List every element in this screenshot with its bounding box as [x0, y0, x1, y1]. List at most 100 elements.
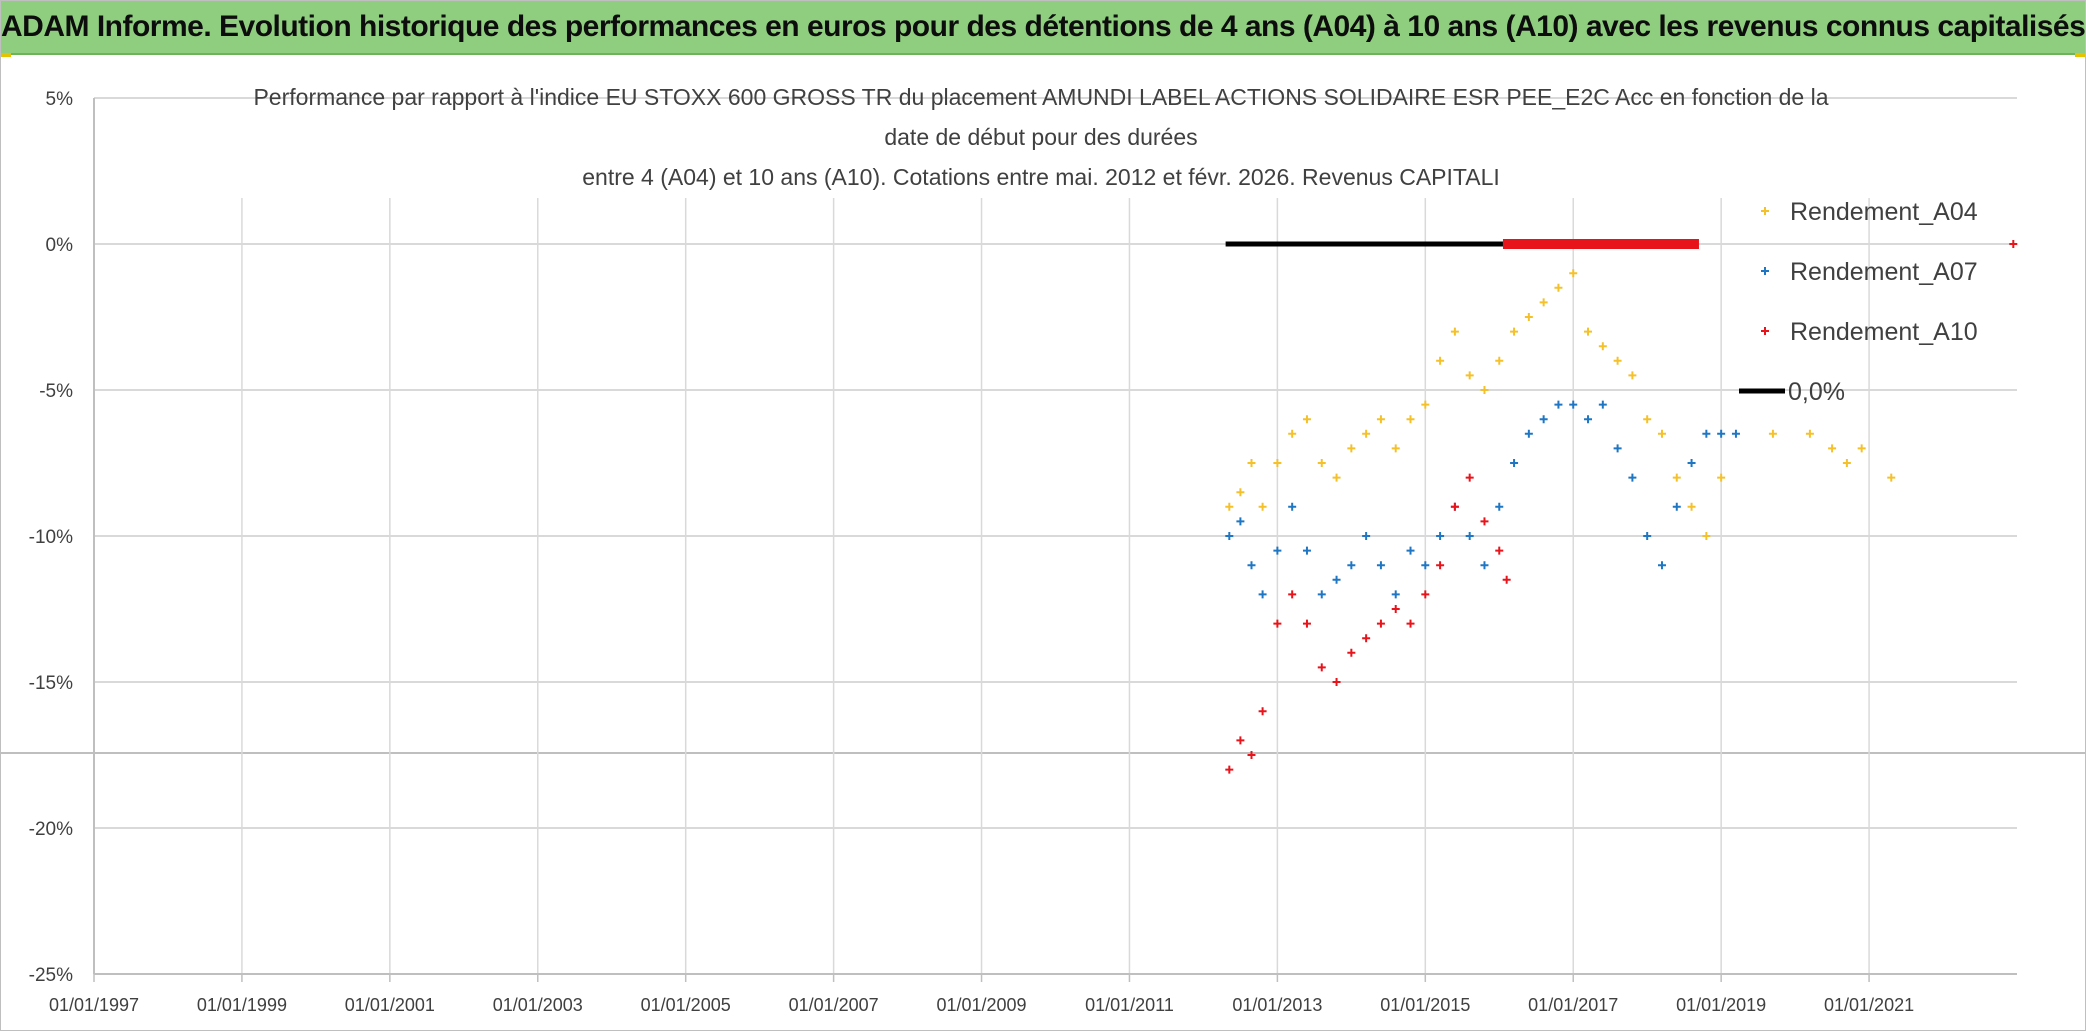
a10-point — [1376, 619, 1385, 628]
a04-point — [1828, 444, 1837, 453]
a10-point — [1236, 736, 1245, 745]
a07-point — [1480, 561, 1489, 570]
a07-point — [1495, 502, 1504, 511]
a10-point — [1480, 517, 1489, 526]
x-tick-label: 01/01/2007 — [789, 995, 879, 1015]
a04-point — [1347, 444, 1356, 453]
a04-point — [1406, 415, 1415, 424]
a10-point — [1273, 619, 1282, 628]
a07-point — [1554, 400, 1563, 409]
a10-point — [1465, 473, 1474, 482]
a07-point — [1687, 459, 1696, 467]
x-tick-label: 01/01/2003 — [493, 995, 583, 1015]
legend-label: 0,0% — [1788, 378, 1845, 406]
legend-marker — [1761, 327, 1769, 335]
a04-point — [1317, 459, 1326, 467]
a07-point — [1702, 429, 1711, 438]
a04-point — [1421, 400, 1430, 409]
a04-point — [1247, 459, 1256, 467]
a04-point — [1236, 488, 1245, 497]
a10-point — [2009, 240, 2018, 248]
y-tick-label: -15% — [29, 673, 73, 694]
a04-point — [1436, 356, 1445, 365]
a07-point — [1406, 546, 1415, 555]
a04-point — [1768, 429, 1777, 438]
a04-point — [1842, 459, 1851, 467]
a07-point — [1510, 459, 1519, 467]
a04-point — [1480, 386, 1489, 394]
a04-point — [1391, 444, 1400, 453]
x-tick-label: 01/01/1997 — [49, 995, 139, 1015]
y-tick-label: -5% — [39, 381, 73, 402]
a07-point — [1465, 532, 1474, 540]
y-tick-label: 0% — [46, 235, 74, 256]
a07-point — [1247, 561, 1256, 570]
a04-point — [1465, 371, 1474, 380]
a07-point — [1317, 590, 1326, 599]
a07-point — [1302, 546, 1311, 555]
a04-point — [1657, 429, 1666, 438]
a07-point — [1598, 400, 1607, 409]
scatter-points — [1225, 240, 2018, 774]
a04-point — [1539, 298, 1548, 307]
a07-point — [1731, 429, 1740, 438]
a07-point — [1332, 575, 1341, 584]
chart-title: Performance par rapport à l'indice EU ST… — [253, 84, 1828, 190]
legend-marker — [1761, 207, 1769, 215]
a10-point — [1421, 590, 1430, 599]
a04-point — [1450, 327, 1459, 336]
a07-point — [1225, 532, 1234, 540]
a10-point — [1406, 619, 1415, 628]
a10-point — [1362, 634, 1371, 643]
a04-point — [1805, 429, 1814, 438]
y-tick-label: -10% — [29, 527, 73, 548]
a10-point — [1247, 751, 1256, 759]
legend: Rendement_A04 Rendement_A07 Rendement_A10 0… — [1739, 198, 1978, 406]
x-tick-label: 01/01/2019 — [1676, 995, 1766, 1015]
a10-point — [1317, 663, 1326, 672]
y-tick-label: 5% — [46, 89, 74, 110]
a07-point — [1421, 561, 1430, 570]
a04-point — [1225, 502, 1234, 511]
a10-point — [1436, 561, 1445, 570]
a07-point — [1717, 429, 1726, 438]
a04-point — [1887, 473, 1896, 482]
a07-point — [1613, 444, 1622, 453]
a04-point — [1288, 429, 1297, 438]
y-tick-label: -25% — [29, 965, 73, 986]
a07-point — [1539, 415, 1548, 424]
a04-point — [1672, 473, 1681, 482]
title-banner: ADAM Informe. Evolution historique des p… — [1, 1, 2086, 55]
x-tick-label: 01/01/2011 — [1085, 995, 1174, 1015]
a04-point — [1717, 473, 1726, 482]
a10-point — [1258, 707, 1267, 716]
chart-title-line-2: date de début pour des durées — [884, 124, 1197, 150]
a07-point — [1657, 561, 1666, 570]
grid — [1, 97, 2086, 975]
x-tick-label: 01/01/2009 — [936, 995, 1026, 1015]
a07-point — [1288, 502, 1297, 511]
a07-point — [1436, 532, 1445, 540]
a04-point — [1332, 473, 1341, 482]
a04-point — [1302, 415, 1311, 424]
chart-title-line-1: Performance par rapport à l'indice EU ST… — [253, 84, 1828, 110]
banner-title: ADAM Informe. Evolution historique des p… — [1, 10, 2086, 43]
a07-point — [1628, 473, 1637, 482]
a10-point — [1450, 502, 1459, 511]
a07-point — [1643, 532, 1652, 540]
a07-point — [1347, 561, 1356, 570]
a04-point — [1524, 313, 1533, 321]
a10-point — [1302, 619, 1311, 628]
a04-point — [1273, 459, 1282, 467]
chart-title-line-3: entre 4 (A04) et 10 ans (A10). Cotations… — [582, 164, 1500, 190]
a04-point — [1687, 502, 1696, 511]
a04-point — [1510, 327, 1519, 336]
legend-marker — [1761, 267, 1769, 275]
x-tick-label: 01/01/2005 — [641, 995, 731, 1015]
a10-point — [1225, 765, 1234, 774]
corner-accent-right — [2075, 53, 2085, 57]
x-tick-label: 01/01/2021 — [1824, 995, 1914, 1015]
a07-point — [1391, 590, 1400, 599]
